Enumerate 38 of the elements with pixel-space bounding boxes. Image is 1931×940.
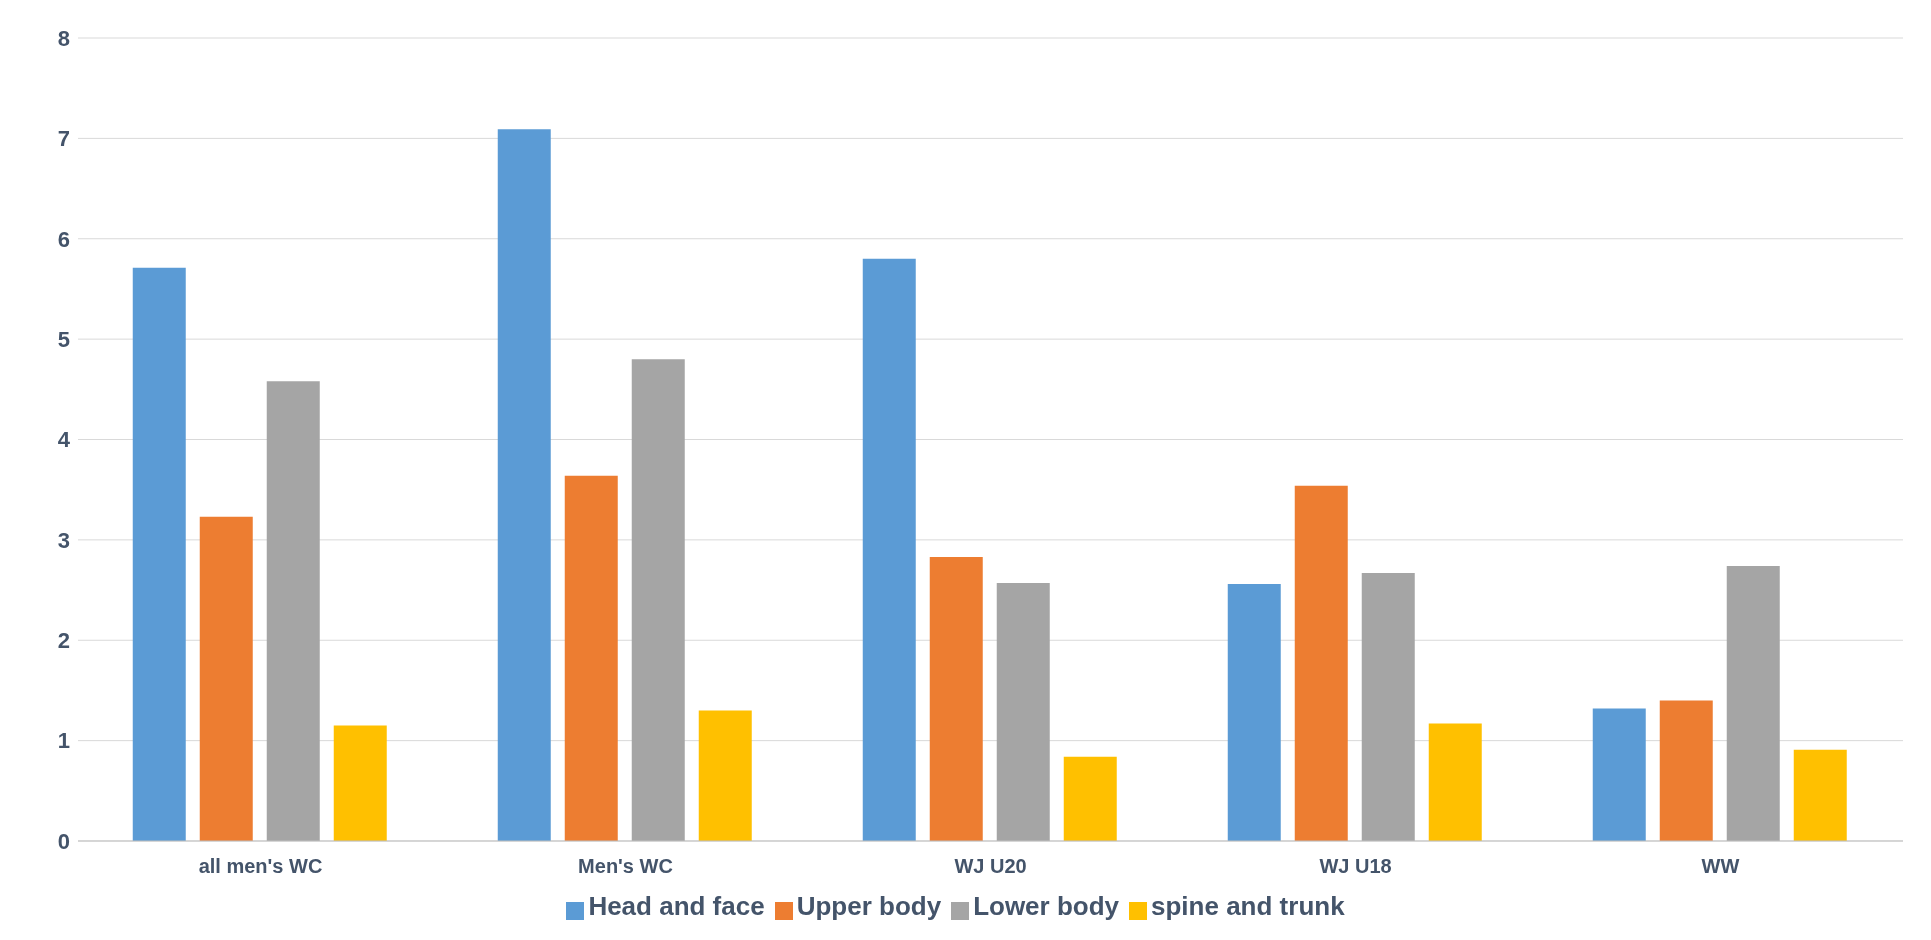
- bar: [929, 556, 983, 841]
- y-tick-label: 2: [57, 628, 70, 654]
- bar: [1294, 485, 1348, 841]
- x-tick-label: WJ U18: [1319, 855, 1392, 878]
- legend-label: Lower body: [973, 891, 1120, 921]
- y-tick-label: 5: [57, 326, 70, 352]
- x-tick-label: all men's WC: [198, 855, 323, 878]
- bar: [1227, 584, 1281, 841]
- bar: [497, 129, 551, 841]
- x-tick-label: WW: [1701, 855, 1740, 878]
- bar: [1428, 723, 1482, 841]
- y-tick-label: 4: [57, 427, 71, 453]
- bar: [333, 725, 387, 841]
- y-tick-label: 1: [57, 728, 70, 754]
- legend-label: Head and face: [588, 891, 765, 921]
- y-tick-label: 6: [57, 226, 70, 252]
- bar: [1793, 749, 1847, 841]
- bar: [1659, 700, 1713, 841]
- bar: [266, 381, 320, 841]
- bar: [1726, 565, 1780, 841]
- bar: [1063, 756, 1117, 841]
- bar: [996, 583, 1050, 841]
- legend-label: Upper body: [796, 891, 942, 921]
- bar: [564, 475, 618, 841]
- x-tick-label: WJ U20: [954, 855, 1027, 878]
- x-tick-label: Men's WC: [578, 855, 673, 878]
- bar: [862, 258, 916, 841]
- bar: [199, 516, 253, 841]
- y-tick-label: 8: [57, 25, 70, 51]
- bar: [132, 267, 186, 841]
- y-tick-label: 7: [57, 126, 70, 152]
- legend-label: spine and trunk: [1151, 891, 1345, 921]
- bar: [1361, 573, 1415, 841]
- bar: [698, 710, 752, 841]
- y-tick-label: 3: [57, 527, 70, 553]
- bar: [631, 359, 685, 841]
- bar: [1592, 708, 1646, 841]
- y-tick-label: 0: [57, 828, 70, 854]
